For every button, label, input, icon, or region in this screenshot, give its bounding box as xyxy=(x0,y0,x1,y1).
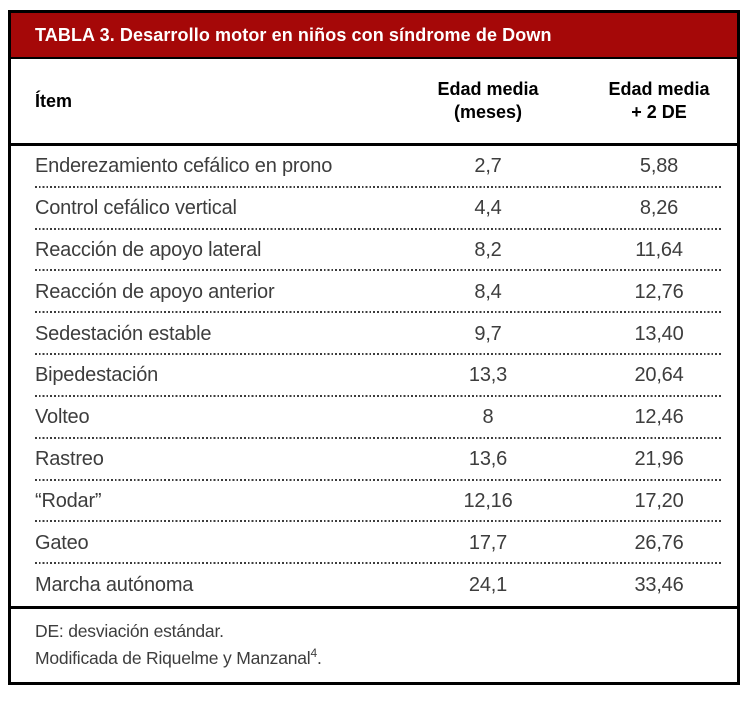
table-row: Reacción de apoyo anterior 8,4 12,76 xyxy=(35,271,721,314)
table-row: Gateo 17,7 26,76 xyxy=(35,522,721,564)
tabla-3-frame: TABLA 3. Desarrollo motor en niños con s… xyxy=(8,10,740,685)
column-header-item: Ítem xyxy=(35,90,73,111)
column-header-edad-media-line1: Edad media xyxy=(437,79,539,99)
edad-media-cell: 2,7 xyxy=(474,155,502,178)
footnote-citation-superscript: 4 xyxy=(310,646,318,661)
footnote-line1: DE: desviación estándar. xyxy=(35,621,224,641)
item-cell: “Rodar” xyxy=(35,489,102,512)
edad-media-2de-cell: 8,26 xyxy=(639,197,679,220)
footnote-line2-text: Modificada de Riquelme y Manzanal xyxy=(35,648,311,668)
edad-media-2de-cell: 26,76 xyxy=(634,531,684,554)
edad-media-2de-cell: 21,96 xyxy=(634,448,684,471)
table-row: Marcha autónoma 24,1 33,46 xyxy=(35,564,721,606)
table-row: Volteo 8 12,46 xyxy=(35,397,721,439)
column-header-edad-media-2de: Edad media + 2 DE xyxy=(597,78,721,124)
footnote-line2: Modificada de Riquelme y Manzanal4. xyxy=(35,645,713,672)
table-footnotes: DE: desviación estándar. Modificada de R… xyxy=(11,606,737,682)
edad-media-cell: 24,1 xyxy=(468,573,508,596)
item-cell: Rastreo xyxy=(35,448,104,471)
edad-media-cell: 8,2 xyxy=(474,239,502,262)
edad-media-2de-cell: 5,88 xyxy=(639,155,679,178)
table-row: Reacción de apoyo lateral 8,2 11,64 xyxy=(35,230,721,272)
edad-media-cell: 17,7 xyxy=(468,531,508,554)
edad-media-2de-cell: 12,76 xyxy=(634,280,684,303)
edad-media-cell: 13,3 xyxy=(468,364,508,387)
edad-media-2de-cell: 33,46 xyxy=(634,573,684,596)
edad-media-cell: 12,16 xyxy=(463,489,513,512)
item-cell: Bipedestación xyxy=(35,364,159,387)
edad-media-cell: 8,4 xyxy=(474,280,502,303)
edad-media-2de-cell: 11,64 xyxy=(635,239,683,262)
column-header-edad-media-line2: (meses) xyxy=(453,102,523,122)
item-cell: Marcha autónoma xyxy=(35,573,194,596)
column-header-edad-media-2de-line2: + 2 DE xyxy=(631,102,687,122)
footnote-line2-suffix: . xyxy=(316,648,322,668)
edad-media-cell: 8 xyxy=(482,406,494,429)
item-cell: Control cefálico vertical xyxy=(35,197,237,220)
table-row: Enderezamiento cefálico en prono 2,7 5,8… xyxy=(35,146,721,188)
column-header-edad-media: Edad media (meses) xyxy=(379,78,597,124)
table-row: Control cefálico vertical 4,4 8,26 xyxy=(35,188,721,230)
table-row: Rastreo 13,6 21,96 xyxy=(35,439,721,481)
table-title: TABLA 3. Desarrollo motor en niños con s… xyxy=(35,24,552,45)
table-title-band: TABLA 3. Desarrollo motor en niños con s… xyxy=(11,13,737,59)
table-row: “Rodar” 12,16 17,20 xyxy=(35,481,721,523)
edad-media-2de-cell: 13,40 xyxy=(634,322,684,345)
item-cell: Gateo xyxy=(35,531,89,554)
edad-media-2de-cell: 17,20 xyxy=(634,489,684,512)
item-cell: Volteo xyxy=(35,406,90,429)
table-body: Enderezamiento cefálico en prono 2,7 5,8… xyxy=(11,146,737,606)
column-header-edad-media-2de-line1: Edad media xyxy=(608,79,710,99)
edad-media-2de-cell: 12,46 xyxy=(634,406,684,429)
item-cell: Reacción de apoyo anterior xyxy=(35,280,275,303)
column-header-row: Ítem Edad media (meses) Edad media + 2 D… xyxy=(11,59,737,146)
item-cell: Enderezamiento cefálico en prono xyxy=(35,155,333,178)
edad-media-cell: 13,6 xyxy=(468,448,508,471)
table-row: Bipedestación 13,3 20,64 xyxy=(35,355,721,397)
edad-media-2de-cell: 20,64 xyxy=(634,364,684,387)
table-row: Sedestación estable 9,7 13,40 xyxy=(35,313,721,355)
item-cell: Sedestación estable xyxy=(35,322,212,345)
edad-media-cell: 9,7 xyxy=(474,322,502,345)
item-cell: Reacción de apoyo lateral xyxy=(35,239,262,262)
edad-media-cell: 4,4 xyxy=(474,197,502,220)
